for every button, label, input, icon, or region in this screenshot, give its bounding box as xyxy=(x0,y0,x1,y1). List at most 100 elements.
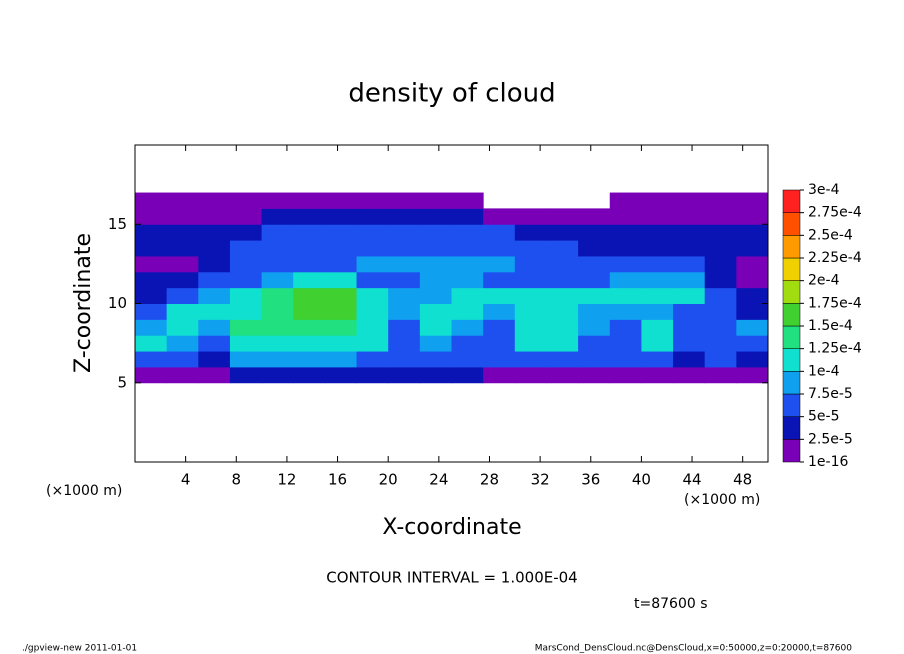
cell xyxy=(641,271,674,289)
cell xyxy=(324,192,358,209)
cell xyxy=(514,351,547,368)
cell xyxy=(166,224,199,241)
cell xyxy=(673,319,706,336)
cell xyxy=(293,240,326,257)
colorbar-label: 7.5e-5 xyxy=(808,386,853,402)
cell xyxy=(135,255,168,273)
cell xyxy=(419,255,452,273)
cell xyxy=(609,208,642,225)
cell xyxy=(451,224,484,241)
cell xyxy=(324,366,358,384)
cell xyxy=(483,271,516,289)
cell xyxy=(641,335,674,352)
footer-right: MarsCond_DensCloud.nc@DensCloud,x=0:5000… xyxy=(535,644,852,654)
cell xyxy=(546,208,579,225)
cell xyxy=(419,208,452,225)
cell xyxy=(293,255,326,273)
cell xyxy=(546,303,579,320)
cell xyxy=(198,303,231,320)
cell xyxy=(483,287,516,304)
cell xyxy=(641,366,674,384)
cell xyxy=(483,224,516,241)
colorbar-label: 2.5e-4 xyxy=(808,227,853,243)
cell xyxy=(198,255,231,273)
cell xyxy=(261,319,294,336)
cell xyxy=(198,208,231,225)
cell xyxy=(641,319,674,336)
cell xyxy=(419,303,452,320)
cell xyxy=(293,335,326,352)
cell xyxy=(514,240,547,257)
cell xyxy=(229,303,263,320)
cell xyxy=(229,224,263,241)
cell xyxy=(514,366,547,384)
cell xyxy=(388,351,421,368)
colorbar-label: 1e-16 xyxy=(808,454,848,470)
cell xyxy=(736,271,769,289)
cell xyxy=(388,366,421,384)
cell xyxy=(483,240,516,257)
y-tick-label: 5 xyxy=(117,373,127,391)
cell xyxy=(135,240,168,257)
cell xyxy=(356,351,389,368)
cell xyxy=(356,287,389,304)
cell xyxy=(673,271,706,289)
x-tick-label: 32 xyxy=(531,471,550,489)
cell xyxy=(451,271,484,289)
x-tick-label: 24 xyxy=(429,471,448,489)
cell xyxy=(419,224,452,241)
cell xyxy=(578,208,611,225)
colorbar-swatch xyxy=(782,280,801,304)
cell xyxy=(514,255,547,273)
chart-title: density of cloud xyxy=(348,79,555,109)
cell xyxy=(704,255,737,273)
cell xyxy=(514,271,547,289)
colorbar-swatch xyxy=(782,348,801,372)
cell xyxy=(451,192,484,209)
colorbar-swatch xyxy=(782,235,801,259)
cell xyxy=(356,366,389,384)
cell xyxy=(578,240,611,257)
cell xyxy=(198,224,231,241)
cell xyxy=(736,224,769,241)
colorbar-label: 1.5e-4 xyxy=(808,318,853,334)
cell xyxy=(483,208,516,225)
cell xyxy=(388,240,421,257)
cell xyxy=(261,224,294,241)
cell xyxy=(166,192,199,209)
cell xyxy=(198,335,231,352)
cell xyxy=(166,255,199,273)
cell xyxy=(261,208,294,225)
cell xyxy=(324,303,358,320)
cell xyxy=(736,366,769,384)
cell xyxy=(261,192,294,209)
colorbar-label: 1.25e-4 xyxy=(808,341,862,357)
cell xyxy=(293,287,326,304)
cell xyxy=(609,271,642,289)
x-tick-label: 20 xyxy=(379,471,398,489)
cell xyxy=(483,303,516,320)
cell xyxy=(324,240,358,257)
cell xyxy=(293,366,326,384)
cell xyxy=(324,287,358,304)
cell xyxy=(419,192,452,209)
x-tick-label: 44 xyxy=(682,471,701,489)
cell xyxy=(356,224,389,241)
cell xyxy=(451,287,484,304)
cell xyxy=(135,271,168,289)
cell xyxy=(261,271,294,289)
cell xyxy=(261,335,294,352)
cell xyxy=(736,287,769,304)
cell xyxy=(198,366,231,384)
cell xyxy=(609,240,642,257)
colorbar-label: 2.25e-4 xyxy=(808,250,862,266)
cell xyxy=(451,240,484,257)
cell xyxy=(356,303,389,320)
cell xyxy=(135,192,168,209)
cell xyxy=(546,240,579,257)
cell xyxy=(261,303,294,320)
cell xyxy=(609,351,642,368)
cell xyxy=(261,255,294,273)
cell xyxy=(483,335,516,352)
cell xyxy=(704,335,737,352)
